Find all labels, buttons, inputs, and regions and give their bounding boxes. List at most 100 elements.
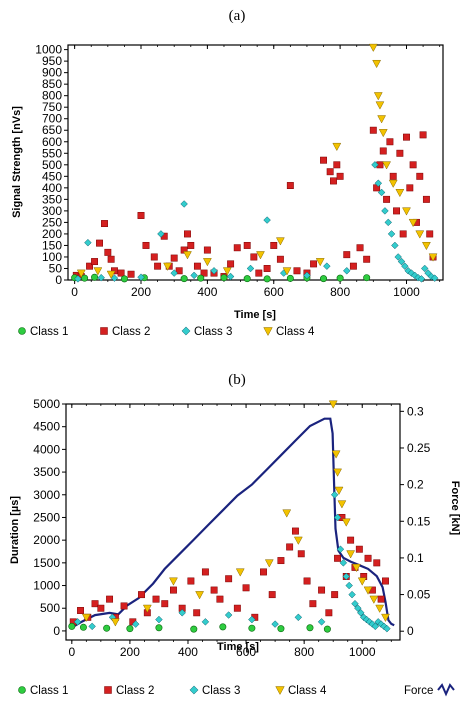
- legend-marker: [263, 327, 273, 337]
- data-point: [381, 613, 390, 623]
- data-point: [142, 604, 152, 613]
- data-point: [397, 257, 406, 266]
- data-point: [345, 581, 353, 590]
- data-point: [107, 255, 115, 263]
- panel-a-legend: Class 1 Class 2 Class 3 Class 4: [18, 326, 315, 338]
- y2-tick-label: 0.2: [407, 478, 424, 492]
- data-point: [126, 625, 134, 633]
- data-point: [363, 274, 371, 282]
- data-point: [161, 600, 169, 608]
- data-point: [363, 586, 373, 595]
- panel-b-right-axis-title: Force [kN]: [449, 481, 461, 536]
- data-point: [306, 624, 314, 632]
- x-tick-label: 1000: [349, 645, 376, 659]
- data-point: [210, 586, 218, 594]
- data-point: [91, 273, 99, 281]
- data-point: [377, 115, 387, 124]
- data-point: [341, 518, 351, 527]
- legend-force-icon: [437, 683, 455, 697]
- x-tick-label: 200: [131, 285, 151, 299]
- data-point: [137, 212, 145, 219]
- data-point: [277, 625, 285, 633]
- data-point: [294, 613, 303, 622]
- y-tick-label: 850: [42, 77, 62, 91]
- data-point: [383, 624, 391, 633]
- x-tick-label: 0: [68, 645, 75, 659]
- y-tick-label: 200: [42, 227, 62, 241]
- data-point: [409, 161, 417, 169]
- data-point: [362, 615, 371, 624]
- legend-label: Class 1: [30, 685, 68, 697]
- data-point: [248, 615, 256, 624]
- data-point: [391, 241, 399, 250]
- data-point: [368, 43, 378, 53]
- data-point: [373, 559, 381, 567]
- data-point: [349, 262, 357, 270]
- data-point: [81, 274, 89, 282]
- legend-marker: [18, 327, 26, 335]
- data-point: [260, 568, 267, 576]
- y-tick-label: 550: [42, 146, 62, 160]
- data-point: [268, 591, 276, 599]
- data-point: [346, 550, 356, 559]
- y-tick-label: 2500: [33, 510, 60, 524]
- data-point: [275, 237, 285, 246]
- data-point: [169, 577, 178, 586]
- data-point: [330, 491, 339, 499]
- data-point: [293, 267, 301, 275]
- data-point: [154, 262, 162, 270]
- data-point: [373, 92, 383, 101]
- plot-frame: [65, 403, 401, 641]
- data-point: [384, 218, 392, 227]
- data-point: [200, 269, 208, 277]
- data-point: [76, 269, 86, 278]
- data-point: [190, 271, 198, 280]
- data-point: [359, 613, 368, 622]
- data-point: [355, 545, 363, 553]
- series-class-3: [74, 161, 439, 283]
- y-tick-label: 0: [55, 273, 62, 287]
- data-point: [110, 274, 119, 282]
- data-point: [352, 563, 361, 573]
- data-point: [394, 253, 402, 261]
- data-point: [276, 255, 284, 263]
- data-point: [150, 253, 158, 261]
- y2-tick-label: 0.15: [407, 514, 431, 528]
- data-point: [282, 267, 292, 276]
- x-tick-label: 600: [264, 285, 284, 299]
- legend-entry: Class 3: [181, 326, 232, 338]
- x-tick-label: 200: [120, 645, 140, 659]
- y-tick-label: 500: [40, 601, 60, 615]
- y-tick-label: 4500: [33, 420, 60, 434]
- data-point: [110, 618, 120, 627]
- legend-marker: [18, 686, 26, 694]
- panel-a-x-axis-title: Time [s]: [234, 309, 276, 321]
- data-point: [104, 248, 112, 256]
- data-point: [396, 149, 404, 157]
- data-point: [382, 577, 389, 585]
- data-point: [382, 161, 392, 170]
- data-point: [271, 620, 279, 628]
- data-point: [73, 618, 82, 626]
- data-point: [222, 267, 232, 276]
- data-point: [142, 241, 150, 249]
- data-point: [235, 568, 245, 577]
- y-tick-label: 1000: [35, 43, 62, 57]
- data-point: [96, 239, 103, 247]
- data-point: [106, 595, 114, 603]
- panel-a-plot-area: 0501001502002503003504004505005506006507…: [35, 43, 444, 299]
- data-point: [354, 604, 362, 612]
- data-point: [333, 513, 342, 522]
- data-point: [380, 622, 388, 631]
- data-point: [371, 622, 380, 631]
- x-tick-label: 800: [330, 285, 350, 299]
- data-point: [364, 554, 372, 562]
- data-point: [421, 241, 431, 251]
- data-point: [320, 275, 328, 283]
- data-point: [127, 270, 135, 278]
- y-tick-label: 0: [53, 624, 60, 638]
- legend-label: Class 2: [112, 326, 150, 338]
- panel-a-chart: (a) 050100150200250300350400450500550600…: [11, 8, 444, 338]
- y-tick-label: 400: [42, 181, 62, 195]
- data-point: [416, 172, 424, 180]
